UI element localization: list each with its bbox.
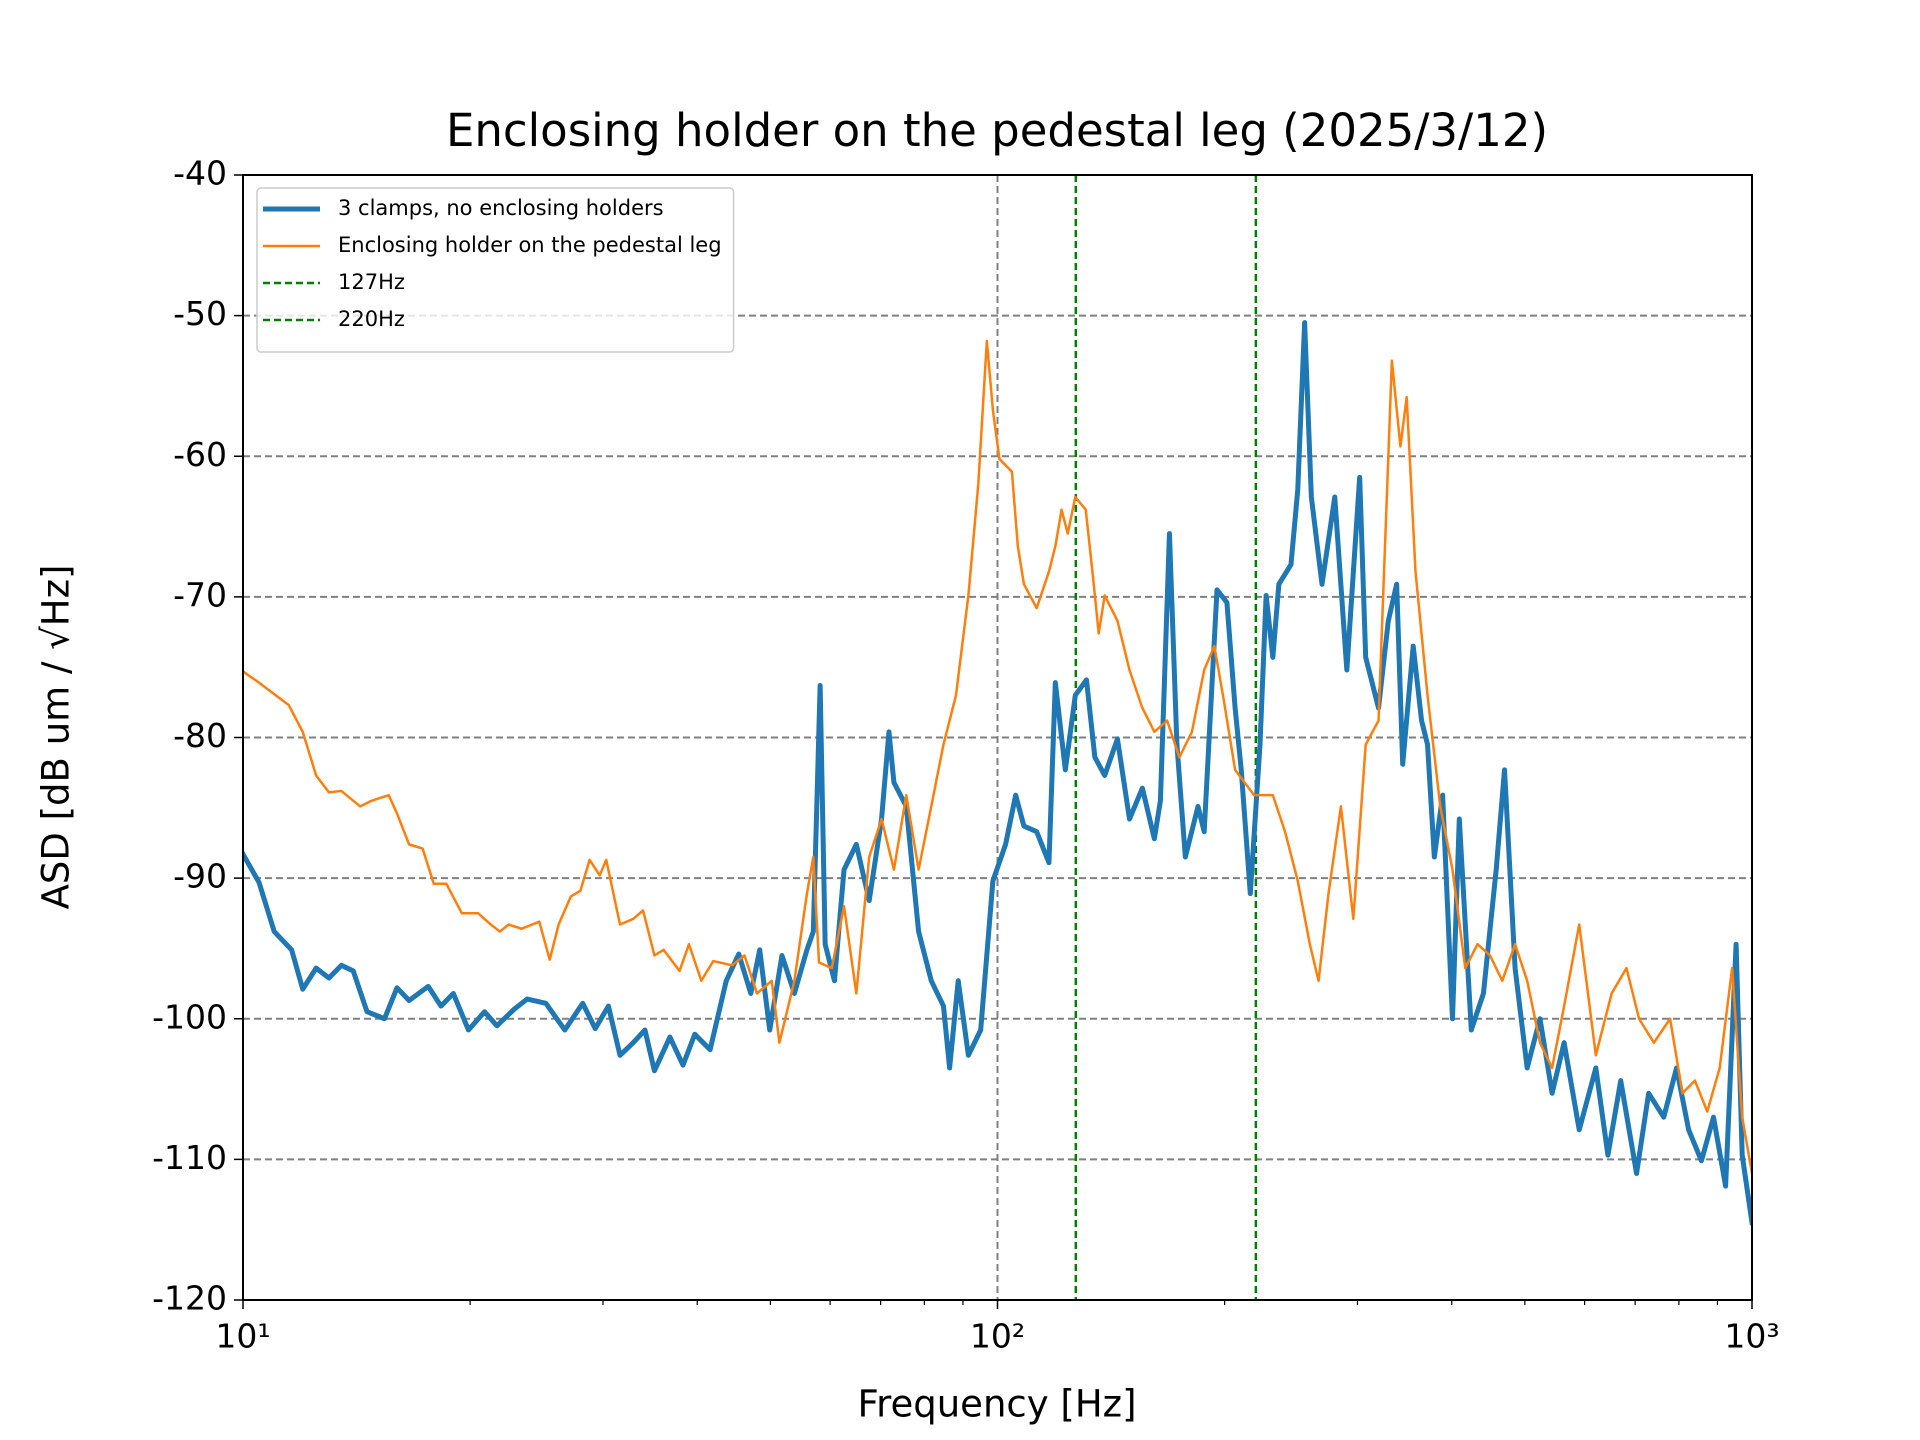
plot-area xyxy=(243,175,1752,1300)
legend-label: 3 clamps, no enclosing holders xyxy=(338,196,664,220)
y-tick-label: -50 xyxy=(173,294,227,333)
legend-label: 220Hz xyxy=(338,307,405,331)
x-axis-label: Frequency [Hz] xyxy=(857,1383,1136,1426)
x-tick-label: 10³ xyxy=(1724,1317,1779,1356)
series-line xyxy=(243,339,1752,1175)
y-tick-label: -90 xyxy=(173,857,227,896)
y-tick-label: -60 xyxy=(173,435,227,474)
y-tick-label: -40 xyxy=(173,154,227,193)
x-tick-label: 10¹ xyxy=(215,1317,270,1356)
legend: 3 clamps, no enclosing holders Enclosing … xyxy=(256,187,735,353)
y-tick-label: -70 xyxy=(173,575,227,614)
legend-label: 127Hz xyxy=(338,270,405,294)
chart-title: Enclosing holder on the pedestal leg (20… xyxy=(446,104,1548,157)
legend-box xyxy=(256,187,735,353)
axes: -120 -110 -100 -90 -80 -70 -60 -50 -40 10¹ 10² 10³ xyxy=(152,154,1780,1356)
y-tick-label: -120 xyxy=(152,1279,227,1318)
x-tick-label: 10² xyxy=(970,1317,1025,1356)
y-tick-label: -80 xyxy=(173,716,227,755)
legend-label: Enclosing holder on the pedestal leg xyxy=(338,233,722,257)
y-axis-label: ASD [dB um / √Hz] xyxy=(35,565,78,910)
axes-frame xyxy=(242,174,1753,1301)
y-tick-label: -110 xyxy=(152,1138,227,1177)
y-tick-label: -100 xyxy=(152,997,227,1036)
series-line xyxy=(243,320,1752,1226)
